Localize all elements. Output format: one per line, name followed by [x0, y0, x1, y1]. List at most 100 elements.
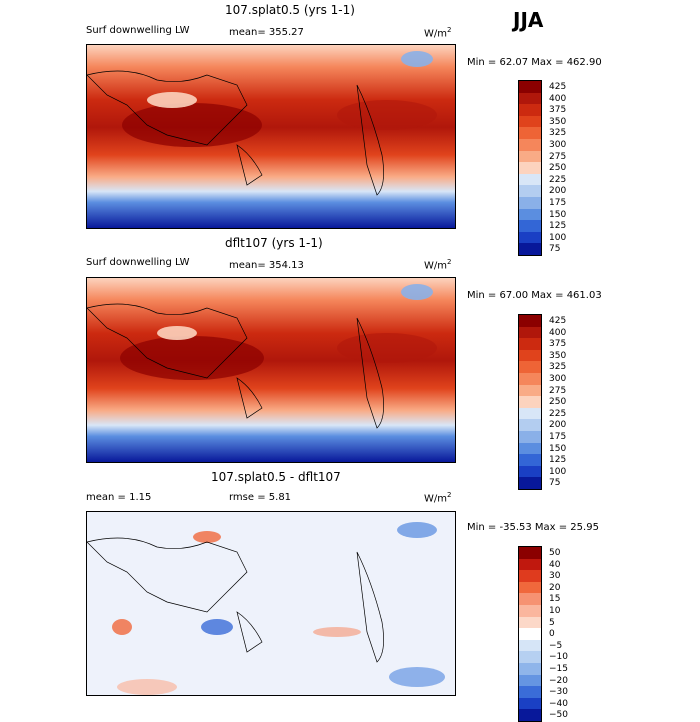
panel-3-map	[86, 511, 456, 696]
colorbar-tick-label: 275	[549, 151, 567, 162]
colorbar-swatch	[519, 326, 541, 339]
colorbar-tick-label: −5	[549, 640, 563, 651]
colorbar-tick-label: −20	[549, 675, 568, 686]
colorbar-tick-label: 250	[549, 397, 567, 408]
colorbar-tick-label: 75	[549, 478, 561, 489]
colorbar-swatch	[519, 407, 541, 420]
panel-3-mean: mean = 1.15	[86, 492, 152, 503]
colorbar-tick-label: 100	[549, 466, 567, 477]
colorbar-tick-label: 125	[549, 455, 567, 466]
colorbar-swatch	[519, 208, 541, 221]
colorbar-swatch	[519, 604, 541, 617]
colorbar-tick-label: 350	[549, 116, 567, 127]
colorbar-tick-label: 400	[549, 327, 567, 338]
colorbar-swatch	[519, 581, 541, 594]
panel-1-minmax: Min = 62.07 Max = 462.90	[467, 57, 602, 68]
panel-3-map-field	[87, 512, 455, 695]
colorbar-swatch	[519, 593, 541, 605]
colorbar-tick-label: −30	[549, 687, 568, 698]
colorbar-swatch	[519, 81, 541, 93]
colorbar-tick-label: 15	[549, 594, 561, 605]
colorbar-tick-label: 175	[549, 432, 567, 442]
colorbar-swatch	[519, 349, 541, 362]
colorbar-tick-label: 10	[549, 606, 561, 616]
colorbar-swatch	[519, 558, 541, 571]
colorbar-tick-label: 200	[549, 186, 567, 197]
panel-1-colorbar: 425 400 375 350 325 300 275 250 225 200 175 150 125 1…	[518, 80, 566, 256]
panel-2-minmax: Min = 67.00 Max = 461.03	[467, 290, 602, 301]
colorbar-swatch	[519, 616, 541, 629]
colorbar-swatch	[519, 651, 541, 663]
colorbar-tick-label: 150	[549, 209, 567, 220]
colorbar-swatch	[519, 547, 541, 559]
colorbar-tick-label: 400	[549, 93, 567, 104]
colorbar-tick-label: −10	[549, 652, 568, 663]
panel-1-map-field	[87, 45, 455, 228]
colorbar-swatch	[519, 662, 541, 675]
panel-1-map	[86, 44, 456, 229]
colorbar-swatch	[519, 115, 541, 128]
colorbar-swatch	[519, 372, 541, 385]
colorbar-tick-label: 325	[549, 128, 567, 139]
colorbar-swatch	[519, 465, 541, 478]
colorbar-tick-label: 50	[549, 548, 561, 558]
colorbar-swatch	[519, 709, 541, 721]
panel-2-mean: mean= 354.13	[229, 260, 304, 271]
colorbar-swatch	[519, 162, 541, 174]
colorbar-tick-label: 375	[549, 339, 567, 350]
colorbar-tick-label: 225	[549, 408, 567, 419]
panel-3-colorbar: 50 40 30 20 15 10 5 0 −5 −10 −15 −20 −30 −40 −50	[518, 546, 568, 722]
colorbar-swatch	[519, 138, 541, 151]
panel-1-title: 107.splat0.5 (yrs 1-1)	[225, 3, 355, 17]
colorbar-swatch	[519, 384, 541, 397]
colorbar-tick-label: 375	[549, 105, 567, 116]
colorbar-swatch	[519, 639, 541, 652]
colorbar-swatch	[519, 419, 541, 431]
panel-2-units: W/m2	[424, 258, 452, 272]
colorbar-tick-label: 300	[549, 140, 567, 150]
colorbar-swatch	[519, 570, 541, 582]
panel-3-minmax: Min = -35.53 Max = 25.95	[467, 522, 599, 533]
panel-2-map	[86, 277, 456, 463]
panel-3-units: W/m2	[424, 491, 452, 505]
colorbar-swatch	[519, 686, 541, 698]
colorbar-swatch	[519, 150, 541, 163]
panel-2-colorbar: 425 400 375 350 325 300 275 250 225 200 175 150 125 1…	[518, 314, 566, 490]
colorbar-swatch	[519, 396, 541, 408]
panel-1-mean: mean= 355.27	[229, 27, 304, 38]
colorbar-swatch	[519, 243, 541, 255]
colorbar-tick-label: 425	[549, 316, 567, 326]
colorbar-tick-label: 125	[549, 221, 567, 232]
colorbar-tick-label: −40	[549, 698, 568, 709]
colorbar-swatch	[519, 430, 541, 443]
colorbar-swatch	[519, 315, 541, 327]
panel-2-map-field	[87, 278, 455, 462]
colorbar-tick-label: 30	[549, 571, 561, 582]
colorbar-swatch	[519, 697, 541, 710]
colorbar-swatch	[519, 442, 541, 455]
colorbar-tick-label: 425	[549, 82, 567, 92]
colorbar-tick-label: 200	[549, 420, 567, 431]
colorbar-tick-label: −15	[549, 664, 568, 674]
panel-1-variable: Surf downwelling LW	[86, 25, 190, 36]
colorbar-tick-label: 250	[549, 163, 567, 174]
panel-3-rmse: rmse = 5.81	[229, 492, 292, 503]
colorbar-tick-label: 0	[549, 629, 555, 640]
colorbar-tick-label: 20	[549, 582, 561, 593]
colorbar-tick-label: 40	[549, 559, 561, 570]
colorbar-tick-label: 300	[549, 374, 567, 384]
colorbar-swatch	[519, 104, 541, 116]
colorbar-tick-label: −50	[549, 710, 568, 721]
colorbar-swatch	[519, 185, 541, 197]
colorbar-tick-label: 325	[549, 362, 567, 373]
panel-2-title: dflt107 (yrs 1-1)	[225, 236, 323, 250]
colorbar-tick-label: 350	[549, 350, 567, 361]
colorbar-tick-label: 225	[549, 174, 567, 185]
colorbar-tick-label: 175	[549, 198, 567, 208]
colorbar-tick-label: 75	[549, 244, 561, 255]
colorbar-swatch	[519, 127, 541, 139]
colorbar-swatch	[519, 361, 541, 373]
colorbar-tick-label: 100	[549, 232, 567, 243]
colorbar-tick-label: 5	[549, 617, 555, 628]
colorbar-swatch	[519, 196, 541, 209]
